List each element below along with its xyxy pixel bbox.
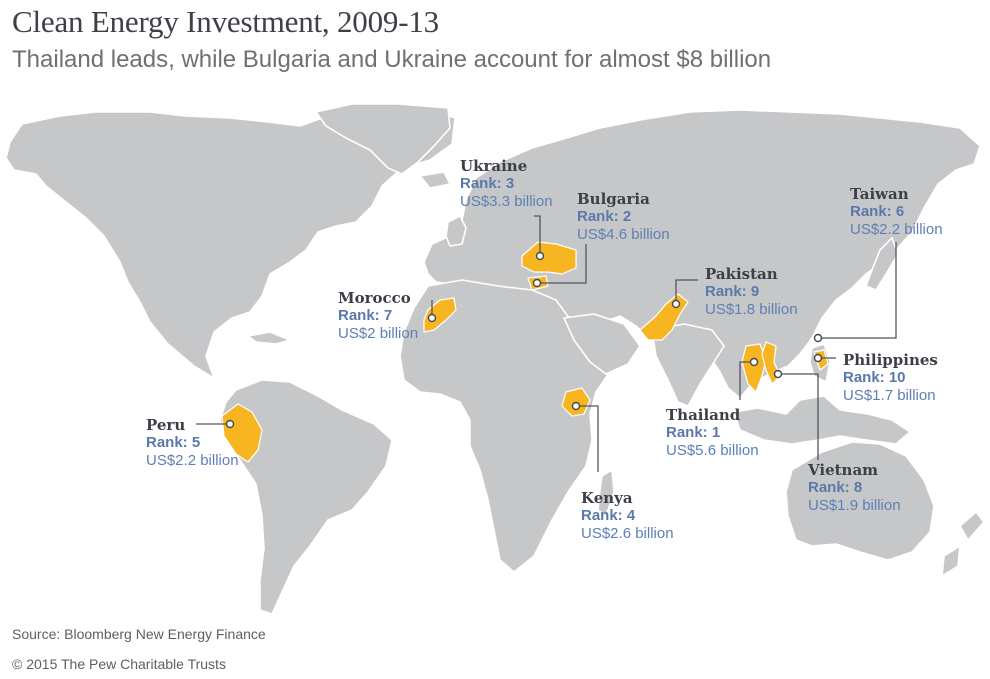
maritime-southeast-asia [733,395,911,445]
leader-kenya [576,405,599,472]
marker-pakistan [671,299,681,309]
marker-philippines [813,353,823,363]
label-peru: Peru Rank: 5 US$2.2 billion [146,416,239,470]
country-investment: US$4.6 billion [577,226,670,243]
country-investment: US$3.3 billion [460,193,553,210]
highlighted-countries [221,241,829,463]
country-rank: Rank: 9 [705,283,760,300]
country-name: Vietnam [808,461,879,479]
country-investment: US$2.2 billion [146,452,239,469]
label-philippines: Philippines Rank: 10 US$1.7 billion [843,351,938,405]
country-rank: Rank: 3 [460,175,515,192]
new-zealand [941,511,985,577]
highlight-morocco [423,297,457,333]
marker-taiwan [813,333,823,343]
marker-vietnam [773,369,783,379]
marker-morocco [427,313,437,323]
page-subtitle: Thailand leads, while Bulgaria and Ukrai… [12,46,772,73]
japan [865,237,899,291]
copyright-note: © 2015 The Pew Charitable Trusts [12,656,226,672]
country-name: Pakistan [705,265,778,283]
marker-kenya [571,401,581,411]
marker-ukraine [535,251,545,261]
country-name: Peru [146,416,186,434]
country-investment: US$2.6 billion [581,525,674,542]
leader-vietnam [778,373,819,460]
british-isles [445,215,467,247]
label-ukraine: Ukraine Rank: 3 US$3.3 billion [460,157,553,211]
north-america [5,105,456,379]
label-kenya: Kenya Rank: 4 US$2.6 billion [581,489,674,543]
country-rank: Rank: 1 [666,424,721,441]
caribbean [247,331,291,345]
highlight-thailand [741,343,767,393]
madagascar [597,469,615,517]
country-rank: Rank: 7 [338,307,393,324]
page-title: Clean Energy Investment, 2009-13 [12,4,439,39]
country-rank: Rank: 8 [808,479,863,496]
country-investment: US$2 billion [338,325,419,342]
leader-taiwan [818,242,897,339]
marker-bulgaria [532,278,542,288]
country-investment: US$1.9 billion [808,497,901,514]
highlight-peru [221,403,263,463]
label-bulgaria: Bulgaria Rank: 2 US$4.6 billion [577,190,670,244]
australia [785,441,935,561]
source-note: Source: Bloomberg New Energy Finance [12,626,266,642]
country-name: Taiwan [850,185,909,203]
india [651,323,725,407]
highlight-ukraine [521,241,577,275]
arabian-peninsula [563,313,641,375]
label-thailand: Thailand Rank: 1 US$5.6 billion [666,406,759,460]
label-taiwan: Taiwan Rank: 6 US$2.2 billion [850,185,943,239]
greenland [315,103,451,175]
iceland [419,171,451,189]
country-investment: US$5.6 billion [666,442,759,459]
leader-pakistan [675,279,698,304]
leader-ukraine [534,215,541,256]
marker-thailand [749,357,759,367]
country-name: Morocco [338,289,411,307]
country-rank: Rank: 5 [146,434,201,451]
country-name: Bulgaria [577,190,650,208]
country-investment: US$1.7 billion [843,387,936,404]
leader-bulgaria [537,244,587,284]
label-morocco: Morocco Rank: 7 US$2 billion [338,289,418,343]
location-markers [225,251,823,429]
south-america [219,379,393,615]
leader-thailand [739,361,754,400]
country-name: Ukraine [460,157,528,175]
label-vietnam: Vietnam Rank: 8 US$1.9 billion [808,461,901,515]
country-rank: Rank: 4 [581,507,636,524]
country-name: Thailand [666,406,741,424]
label-pakistan: Pakistan Rank: 9 US$1.8 billion [705,265,798,319]
country-rank: Rank: 6 [850,203,905,220]
country-name: Kenya [581,489,633,507]
landmasses [5,103,985,615]
marker-peru [225,419,235,429]
country-investment: US$1.8 billion [705,301,798,318]
country-investment: US$2.2 billion [850,221,943,238]
country-rank: Rank: 2 [577,208,632,225]
country-rank: Rank: 10 [843,369,906,386]
country-name: Philippines [843,351,938,369]
